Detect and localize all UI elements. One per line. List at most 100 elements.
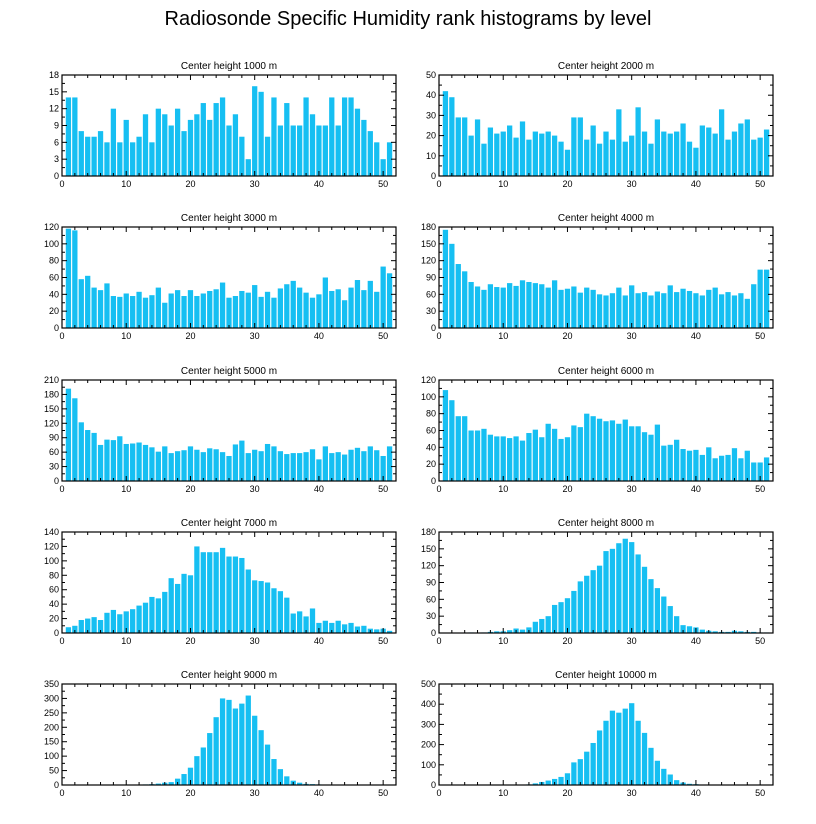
y-tick-label: 50 [49, 766, 59, 776]
bar [725, 454, 731, 481]
y-tick-label: 40 [426, 442, 436, 452]
bar [174, 583, 181, 633]
y-tick-label: 60 [426, 594, 436, 604]
y-tick-label: 90 [426, 273, 436, 283]
panel-title: Center height 7000 m [181, 518, 277, 529]
y-tick-label: 0 [54, 628, 59, 638]
bar [507, 283, 513, 328]
panel-title: Center height 9000 m [181, 670, 277, 681]
bar [78, 620, 84, 633]
bar [303, 97, 309, 176]
bar [174, 778, 181, 785]
bar [609, 548, 616, 633]
y-tick-label: 6 [54, 137, 59, 147]
bar [226, 125, 232, 176]
bar [532, 621, 538, 633]
bar [641, 732, 648, 785]
bar [468, 135, 474, 176]
bar [500, 287, 506, 328]
y-tick-label: 150 [44, 737, 59, 747]
bar [367, 446, 373, 481]
bar [155, 598, 161, 633]
bar [680, 288, 686, 328]
y-tick-label: 30 [49, 462, 59, 472]
bar [354, 447, 361, 481]
bar [571, 286, 577, 328]
bar [91, 617, 97, 633]
bar [309, 608, 316, 633]
bar [564, 437, 571, 481]
y-tick-label: 100 [421, 392, 436, 402]
bar [297, 782, 303, 785]
x-tick-label: 50 [755, 331, 765, 341]
bar [526, 281, 532, 328]
bar [629, 703, 635, 785]
bar [245, 292, 251, 328]
y-tick-label: 50 [426, 70, 436, 80]
bar [149, 596, 155, 633]
bar [674, 131, 680, 176]
bar [194, 296, 200, 328]
bar [494, 631, 500, 633]
y-tick-label: 0 [54, 780, 59, 790]
x-tick-label: 30 [627, 179, 637, 189]
bar [654, 760, 661, 785]
bar [487, 284, 494, 328]
bar [149, 295, 155, 328]
bar [194, 756, 200, 785]
x-tick-label: 40 [691, 484, 701, 494]
bar [712, 631, 718, 633]
bar [680, 449, 686, 481]
bar [329, 290, 335, 328]
bar [117, 142, 123, 176]
y-tick-label: 140 [44, 527, 59, 537]
bar [213, 717, 219, 785]
bar [539, 437, 545, 481]
y-tick-label: 20 [49, 306, 59, 316]
bar [284, 776, 290, 785]
bar [367, 280, 373, 328]
bar [303, 616, 309, 633]
bar [207, 552, 213, 633]
bar [290, 125, 296, 176]
bar [271, 297, 277, 328]
bar [616, 287, 622, 328]
bar [104, 142, 110, 176]
bar [252, 86, 258, 176]
y-tick-label: 20 [426, 131, 436, 141]
bar [329, 453, 335, 481]
bar [693, 449, 699, 481]
bar [303, 292, 309, 328]
bar [316, 294, 322, 328]
bar [65, 97, 72, 176]
y-tick-label: 80 [426, 409, 436, 419]
bar [303, 452, 309, 481]
y-tick-label: 0 [54, 476, 59, 486]
bar [386, 630, 393, 633]
y-tick-label: 100 [44, 556, 59, 566]
bar [558, 289, 564, 328]
y-tick-label: 180 [421, 222, 436, 232]
bar [596, 418, 603, 481]
bar [264, 744, 271, 785]
bar [290, 613, 296, 633]
bar [507, 125, 513, 176]
bar [194, 449, 200, 481]
x-tick-label: 50 [755, 788, 765, 798]
y-tick-label: 60 [426, 289, 436, 299]
bar [731, 448, 738, 481]
bar [641, 566, 648, 633]
bar [374, 450, 380, 481]
bar [507, 630, 513, 633]
bar [123, 611, 129, 633]
y-tick-label: 0 [431, 171, 436, 181]
bar [468, 281, 474, 328]
bar [277, 125, 284, 176]
bar [718, 294, 725, 328]
bar [474, 430, 481, 481]
bar [309, 114, 316, 176]
y-tick-label: 90 [426, 578, 436, 588]
bar [603, 720, 609, 785]
bar [97, 131, 104, 176]
bar [751, 284, 757, 328]
